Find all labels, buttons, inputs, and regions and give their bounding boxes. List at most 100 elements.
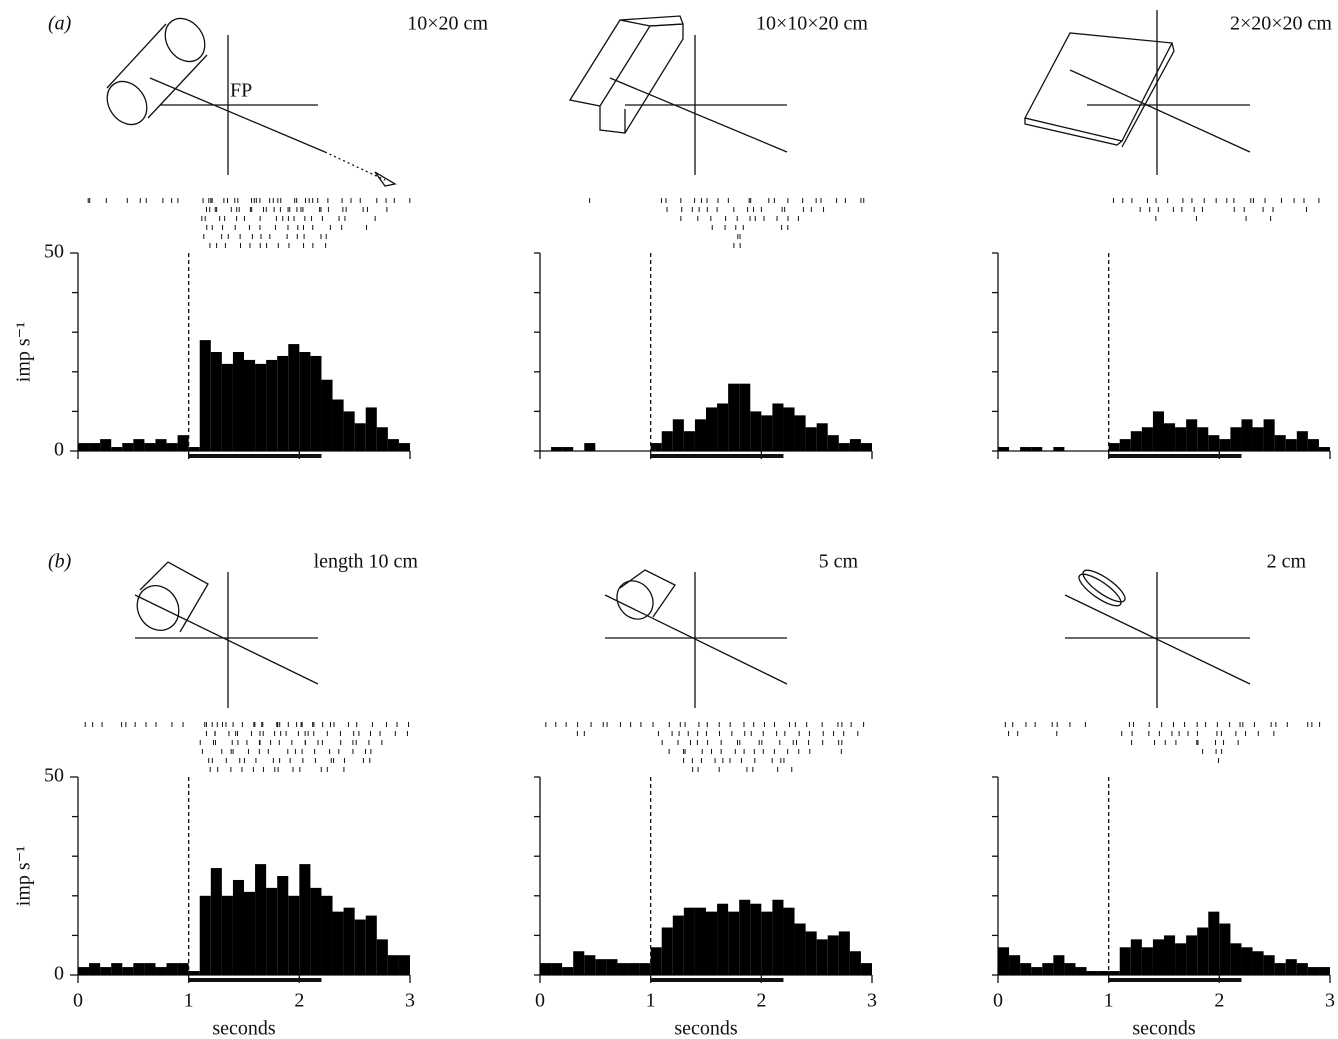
bar: [133, 439, 144, 451]
bar: [1153, 939, 1164, 975]
icon-cylinder-10: [129, 562, 318, 708]
bar: [839, 931, 850, 975]
bar: [1208, 912, 1219, 975]
bar: [1109, 443, 1120, 451]
bar: [551, 963, 562, 975]
bar: [1120, 439, 1131, 451]
x-tick-label: 2: [1214, 990, 1224, 1012]
bar: [1009, 955, 1020, 975]
bar: [167, 443, 178, 451]
bar: [684, 908, 695, 975]
bar: [540, 963, 551, 975]
bar: [828, 935, 839, 975]
bar: [388, 439, 399, 451]
annotation: FP: [230, 80, 252, 102]
bar: [222, 364, 233, 451]
bar: [344, 908, 355, 975]
y-axis-label: imp s⁻¹: [13, 322, 35, 382]
bar: [200, 896, 211, 975]
bar: [1175, 943, 1186, 975]
bar: [310, 888, 321, 975]
bar: [795, 415, 806, 451]
bar: [1241, 419, 1252, 451]
bar: [761, 912, 772, 975]
bar: [266, 360, 277, 451]
bar: [1275, 435, 1286, 451]
bar: [772, 900, 783, 975]
bar: [1264, 419, 1275, 451]
bar: [1164, 935, 1175, 975]
panel-title: 2 cm: [1267, 551, 1307, 573]
panel-label: (b): [48, 551, 72, 573]
bar: [167, 963, 178, 975]
bar: [366, 407, 377, 451]
bar: [861, 443, 872, 451]
bar: [783, 407, 794, 451]
bar: [817, 939, 828, 975]
x-axis-label: seconds: [1132, 1018, 1196, 1039]
bar: [200, 340, 211, 451]
bar: [111, 447, 122, 451]
bar: [1230, 943, 1241, 975]
bar: [1186, 419, 1197, 451]
bar: [651, 443, 662, 451]
bar: [288, 344, 299, 451]
bar: [584, 955, 595, 975]
bar: [1131, 939, 1142, 975]
y-tick-label: 0: [54, 439, 64, 461]
bar: [178, 435, 189, 451]
x-tick-label: 1: [1104, 990, 1114, 1012]
bar: [144, 443, 155, 451]
bar: [1319, 447, 1330, 451]
bar: [772, 403, 783, 451]
bar: [399, 443, 410, 451]
x-axis-label: seconds: [674, 1018, 738, 1039]
bar: [211, 352, 222, 451]
bar: [573, 951, 584, 975]
bar: [1186, 935, 1197, 975]
bar: [1153, 411, 1164, 451]
bar: [377, 939, 388, 975]
bar: [1042, 963, 1053, 975]
bar: [783, 908, 794, 975]
bar: [1308, 967, 1319, 975]
bar: [277, 356, 288, 451]
bar: [828, 435, 839, 451]
bar: [244, 360, 255, 451]
bar: [695, 419, 706, 451]
panel-title: 10×10×20 cm: [756, 13, 868, 35]
bar: [850, 439, 861, 451]
bar: [750, 904, 761, 975]
bar: [1087, 971, 1098, 975]
figure: 05010×20 cm(a)FPimp s⁻¹10×10×20 cm2×20×2…: [0, 0, 1338, 1039]
bar: [89, 443, 100, 451]
x-tick-label: 1: [184, 990, 194, 1012]
bar: [1053, 955, 1064, 975]
bar: [255, 364, 266, 451]
bar: [122, 967, 133, 975]
icon-plate: [1025, 10, 1250, 175]
bar: [78, 967, 89, 975]
panel-title: length 10 cm: [314, 551, 419, 573]
bar: [277, 876, 288, 975]
bar: [333, 912, 344, 975]
bar: [817, 423, 828, 451]
bar: [651, 947, 662, 975]
bar: [629, 963, 640, 975]
bar: [266, 888, 277, 975]
bar: [584, 443, 595, 451]
panel-title: 5 cm: [819, 551, 859, 573]
bar: [388, 955, 399, 975]
bar: [1241, 947, 1252, 975]
bar: [761, 415, 772, 451]
bar: [1109, 971, 1120, 975]
bar: [1020, 447, 1031, 451]
bar: [1142, 427, 1153, 451]
bar: [706, 912, 717, 975]
bar: [806, 427, 817, 451]
y-tick-label: 0: [54, 963, 64, 985]
bar: [1053, 447, 1064, 451]
bar: [1275, 963, 1286, 975]
bar: [1286, 959, 1297, 975]
bar: [155, 967, 166, 975]
